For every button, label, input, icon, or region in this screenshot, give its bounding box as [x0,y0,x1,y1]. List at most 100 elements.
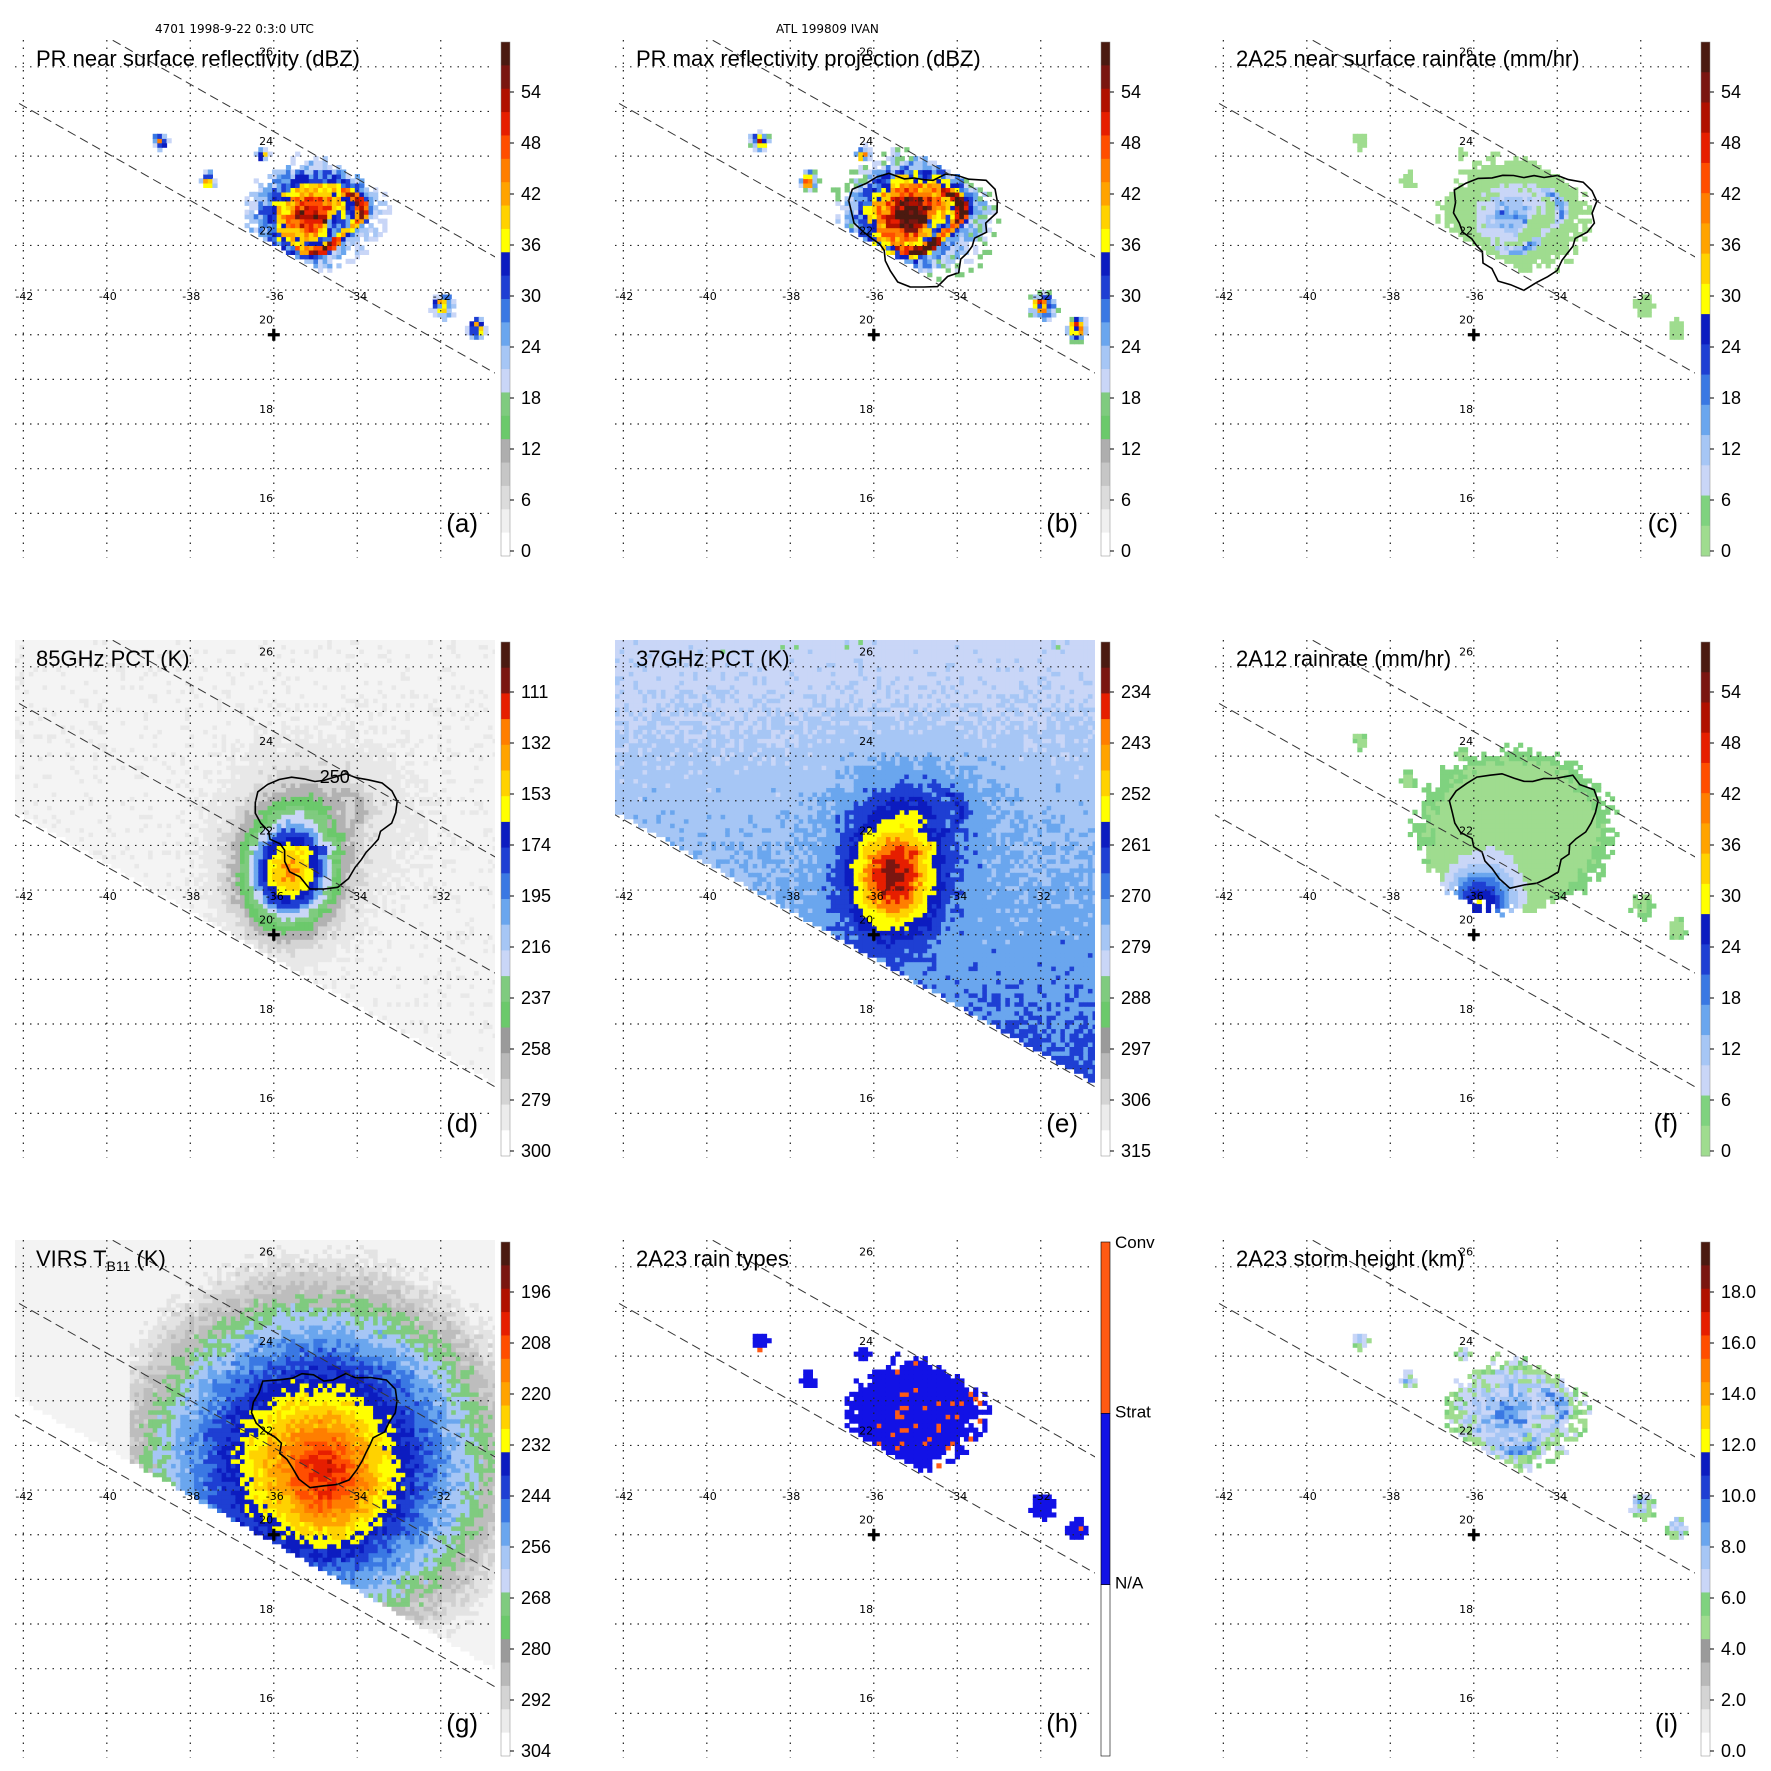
field-cell [194,876,200,882]
field-cell [1527,254,1533,260]
field-cell [157,863,163,869]
field-cell [1531,240,1537,246]
field-cell [60,827,67,833]
field-cell [345,245,351,251]
field-cell [207,711,213,717]
field-cell [899,187,905,193]
field-cell [221,751,227,757]
field-cell [322,156,328,162]
field-cell [171,827,177,833]
field-cell [74,832,80,838]
field-cell [217,872,223,878]
field-cell [42,689,48,695]
field-cell [221,666,227,672]
field-cell [221,787,227,793]
field-cell [982,214,988,220]
field-cell [890,156,896,162]
field-cell [272,240,278,246]
field-cell [941,254,947,260]
field-cell [97,711,103,717]
field-cell [1462,218,1469,224]
field-cell [194,858,200,864]
field-cell [33,733,39,739]
field-cell [262,196,269,202]
field-cell [226,894,232,900]
field-cell [47,791,53,797]
field-cell [927,218,933,224]
field-cell [207,738,213,744]
field-cell [198,791,204,797]
field-cell [129,662,135,668]
field-cell [203,742,209,748]
field-cell [1032,299,1038,305]
field-cell [134,832,140,838]
field-cell [226,648,232,654]
field-cell [143,881,149,887]
field-cell [161,756,168,762]
field-cell [249,782,255,788]
field-cell [203,707,209,713]
field-cell [47,684,53,690]
field-cell [198,702,204,708]
field-cell [844,205,850,211]
field-cell [180,640,186,646]
colorbar-segment [1101,462,1110,487]
field-cell [230,796,236,802]
field-cell [1357,133,1363,139]
field-cell [161,138,168,144]
field-cell [217,774,223,780]
field-cell [1490,232,1496,238]
field-cell [79,671,85,677]
field-cell [1559,191,1565,197]
field-cell [1508,191,1514,197]
field-cell [230,805,236,811]
field-cell [157,827,163,833]
field-cell [148,693,154,699]
field-cell [244,805,250,811]
field-cell [226,742,232,748]
field-cell [152,872,158,878]
field-cell [42,787,48,793]
field-cell [70,733,76,739]
field-cell [982,240,988,246]
field-cell [904,174,910,180]
field-cell [1042,316,1048,322]
field-cell [885,191,892,197]
field-cell [166,693,172,699]
field-cell [249,832,255,838]
field-cell [51,787,57,793]
field-cell [74,778,80,784]
field-cell [272,174,278,180]
field-cell [139,738,145,744]
field-cell [65,657,71,663]
field-cell [212,800,218,806]
field-cell [853,151,859,157]
field-cell [217,698,223,704]
field-cell [913,160,919,166]
field-cell [290,160,296,166]
colorbar-segment [1701,72,1710,103]
field-cell [950,236,956,242]
field-cell [51,707,57,713]
field-cell [899,214,905,220]
field-cell [97,805,103,811]
field-cell [65,711,71,717]
field-cell [19,765,25,771]
field-cell [226,805,232,811]
field-cell [116,787,122,793]
field-cell [941,200,947,206]
field-cell [1522,196,1528,202]
field-cell [116,711,122,717]
field-cell [111,814,117,820]
field-cell [230,657,236,663]
field-cell [33,747,39,753]
field-cell [226,827,232,833]
field-cell [116,729,122,735]
field-cell [180,760,186,766]
field-cell [945,232,951,238]
field-cell [226,724,232,730]
field-cell [88,769,94,775]
field-cell [982,209,988,215]
field-cell [120,796,126,802]
data-field [748,129,1089,345]
